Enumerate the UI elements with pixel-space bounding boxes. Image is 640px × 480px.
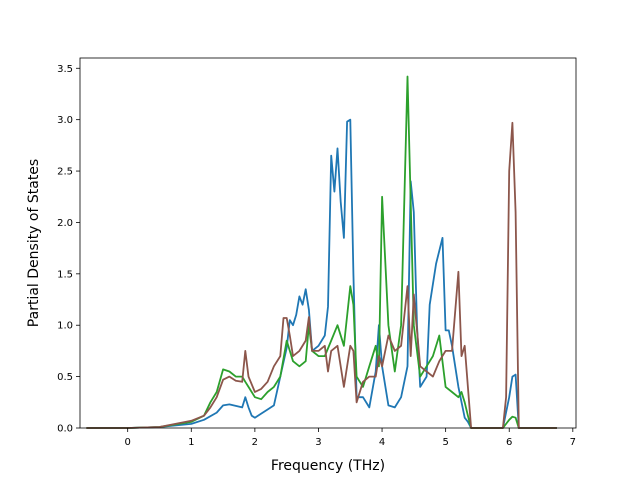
x-tick-label: 7 [570, 437, 576, 448]
y-tick-label: 1.0 [57, 321, 73, 332]
y-tick-label: 2.5 [57, 167, 73, 178]
y-tick-label: 1.5 [57, 269, 73, 280]
series-line-1 [86, 118, 557, 429]
y-tick-label: 3.0 [57, 115, 73, 126]
x-tick-label: 0 [125, 437, 131, 448]
x-tick-label: 2 [252, 437, 258, 448]
x-tick-label: 1 [188, 437, 194, 448]
x-tick-label: 5 [442, 437, 448, 448]
y-axis-label: Partial Density of States [26, 159, 42, 327]
x-tick-label: 6 [506, 437, 512, 448]
y-tick-label: 3.5 [57, 64, 73, 75]
x-axis-label: Frequency (THz) [271, 458, 385, 474]
x-tick-label: 3 [315, 437, 321, 448]
y-tick-label: 2.0 [57, 218, 73, 229]
y-tick-label: 0.0 [57, 424, 73, 435]
y-tick-label: 0.5 [57, 372, 73, 383]
x-tick-label: 4 [379, 437, 385, 448]
series-line-3 [86, 121, 557, 429]
y-axis-ticks: 0.0 0.5 1.0 1.5 2.0 2.5 3.0 3.5 [57, 64, 80, 435]
plot-frame [79, 57, 577, 429]
series-line-2 [86, 75, 557, 429]
plot-area [80, 58, 576, 428]
x-axis-ticks: 0 1 2 3 4 5 6 7 [125, 428, 576, 448]
series-group [86, 75, 557, 429]
